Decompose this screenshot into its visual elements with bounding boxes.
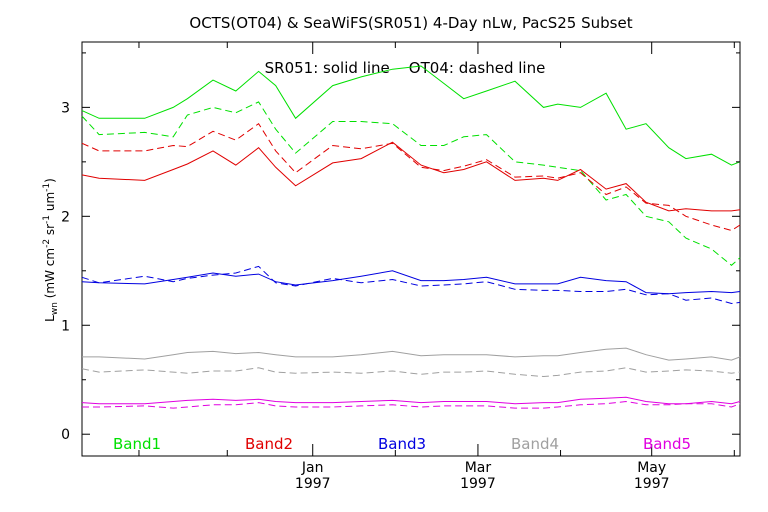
series-band2-dashed [81, 122, 741, 232]
ylabel-rest: (mW cm [43, 248, 57, 302]
legend-band4: Band4 [511, 435, 559, 453]
y-tick-label-3: 3 [61, 100, 70, 116]
ylabel-mid: sr [43, 224, 57, 239]
x-tick-label-jan: Jan [301, 460, 324, 476]
ylabel-main: L [43, 315, 57, 322]
y-tick-label-2: 2 [61, 209, 70, 225]
series-band3-solid [81, 270, 741, 295]
x-tick-year-mar: 1997 [460, 476, 496, 492]
x-tick-year-may: 1997 [634, 476, 670, 492]
y-axis: 0 1 2 3 [61, 52, 740, 443]
legend: Band1 Band2 Band3 Band4 Band5 [113, 435, 691, 453]
plot-frame [81, 41, 741, 457]
ylabel-sub: wn [50, 302, 60, 315]
series-band4-solid [82, 347, 741, 361]
series-band1-dashed [81, 101, 741, 266]
y-tick-label-1: 1 [61, 318, 70, 334]
legend-band2: Band2 [245, 435, 293, 453]
chart-title: OCTS(OT04) & SeaWiFS(SR051) 4-Day nLw, P… [189, 14, 632, 32]
ylabel-exp1: -2 [42, 239, 52, 248]
series-band4-dashed [81, 367, 741, 378]
series-band2-solid [81, 141, 741, 212]
series-band5-dashed [82, 400, 741, 409]
series-layer [81, 65, 741, 409]
y-tick-label-0: 0 [61, 427, 70, 443]
x-tick-label-may: May [637, 460, 666, 476]
ylabel-close: ) [43, 178, 57, 183]
x-tick-year-jan: 1997 [295, 476, 331, 492]
ylabel-exp3: -1 [42, 183, 52, 192]
y-axis-label: Lwn (mW cm-2 sr-1 um-1) [42, 178, 60, 322]
legend-band1: Band1 [113, 435, 161, 453]
ylabel-end: um [43, 192, 57, 215]
series-band5-solid [81, 396, 741, 405]
series-band1-solid [81, 65, 741, 166]
legend-band3: Band3 [378, 435, 426, 453]
series-band3-dashed [81, 265, 741, 305]
ylabel-exp2: -1 [42, 215, 52, 224]
legend-band5: Band5 [643, 435, 691, 453]
x-tick-label-mar: Mar [465, 460, 492, 476]
